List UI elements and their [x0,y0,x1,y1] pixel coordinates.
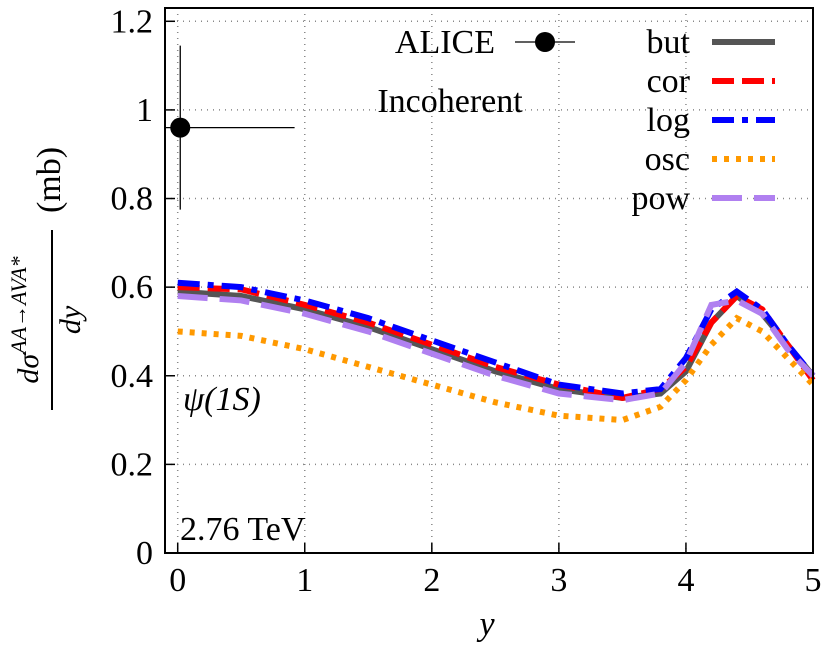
y-axis-label: dσAA→AVA* dy (mb) [6,147,87,410]
legend-label: but [647,24,691,61]
x-tick-label: 4 [677,562,694,599]
ylabel-denominator: dy [54,305,87,334]
data-point [170,117,191,138]
x-tick-label: 0 [169,562,186,599]
y-tick-label: 1.2 [111,3,154,40]
y-tick-label: 0.2 [111,446,154,483]
ylabel-superscript: AA→AVA* [6,256,31,355]
annotation: ψ(1S) [183,381,261,418]
series-line [177,279,816,397]
ylabel-unit: (mb) [31,147,68,213]
legend-swatch [535,32,555,52]
plot-frame [164,7,814,554]
x-tick-label: 3 [550,562,567,599]
y-tick-label: 0.8 [111,181,154,218]
annotation: 2.76 TeV [180,511,306,548]
ylabel-numerator-text: dσ [12,353,45,384]
legend-label: pow [631,180,690,217]
series-line [177,293,816,404]
x-axis-label: y [476,606,495,643]
y-tick-label: 0 [136,535,153,572]
y-tick-label: 0.4 [111,358,154,395]
x-tick-label: 5 [805,562,822,599]
annotation: Incoherent [377,83,523,120]
y-tick-label: 1 [136,92,153,129]
x-tick-label: 1 [296,562,313,599]
ylabel-numerator: dσAA→AVA* [6,256,45,383]
legend-label: ALICE [395,24,495,61]
legend-label: osc [645,141,690,178]
legend-label: log [647,102,690,139]
x-tick-label: 2 [423,562,440,599]
legend-label: cor [647,63,691,100]
y-tick-label: 0.6 [111,269,154,306]
